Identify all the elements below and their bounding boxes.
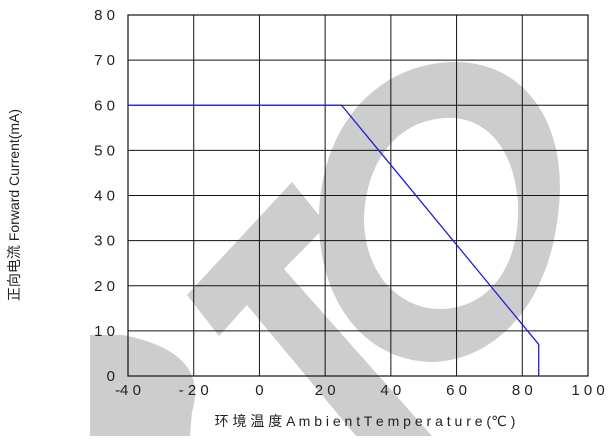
y-tick-label: 7 0 bbox=[94, 52, 115, 69]
y-tick-label: 4 0 bbox=[94, 188, 115, 205]
x-tick-label: 8 0 bbox=[512, 382, 533, 399]
y-tick-label: 8 0 bbox=[94, 7, 115, 24]
x-tick-label: 0 bbox=[255, 382, 263, 399]
series-line bbox=[128, 104, 540, 376]
x-axis-label: 环 境 温 度 A m b i e n t T e m p e r a t u … bbox=[215, 413, 516, 429]
y-tick-label: 5 0 bbox=[94, 142, 115, 159]
watermark-letter-o bbox=[318, 61, 560, 363]
x-tick-label: 1 0 0 bbox=[571, 382, 604, 399]
x-tick-label: -4 0 bbox=[115, 382, 141, 399]
watermark-letter-d bbox=[90, 335, 196, 436]
x-tick-label: 6 0 bbox=[446, 382, 467, 399]
x-tick-label: 2 0 bbox=[315, 382, 336, 399]
y-axis-label: 正向电流 Forward Current(mA) bbox=[6, 109, 22, 301]
y-tick-label: 0 bbox=[107, 368, 115, 385]
x-tick-labels: -4 0 - 2 0 0 2 0 4 0 6 0 8 0 1 0 0 bbox=[115, 382, 605, 399]
y-tick-label: 3 0 bbox=[94, 233, 115, 250]
watermark bbox=[90, 61, 560, 436]
x-tick-label: - 2 0 bbox=[179, 382, 209, 399]
grid bbox=[127, 14, 589, 377]
x-tick-label: 4 0 bbox=[380, 382, 401, 399]
series-layer bbox=[128, 104, 540, 376]
y-tick-labels: 0 1 0 2 0 3 0 4 0 5 0 6 0 7 0 8 0 bbox=[94, 7, 115, 385]
watermark-letter-t bbox=[187, 182, 432, 436]
y-tick-label: 1 0 bbox=[94, 323, 115, 340]
y-tick-label: 2 0 bbox=[94, 278, 115, 295]
y-tick-label: 6 0 bbox=[94, 97, 115, 114]
